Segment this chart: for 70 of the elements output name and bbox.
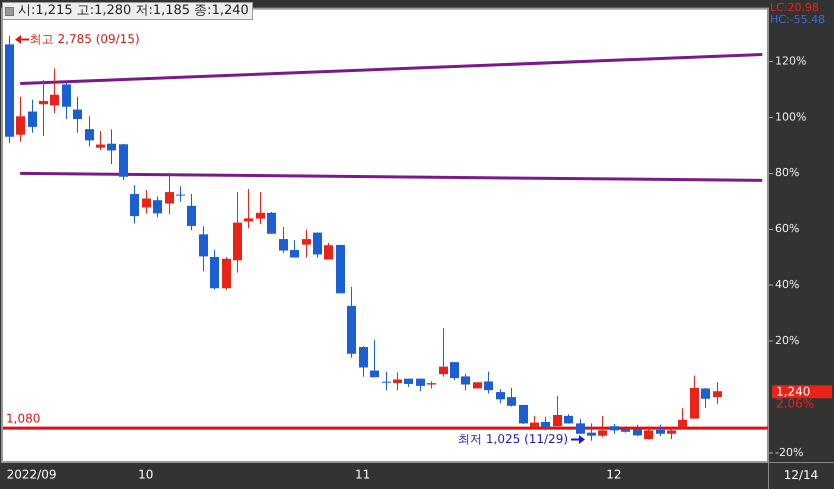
- y-tick-label: 80%: [775, 166, 800, 180]
- x-tick-label: 12: [606, 467, 622, 482]
- x-tick-label: 11: [355, 467, 370, 482]
- y-tick-label: 100%: [775, 110, 806, 124]
- y-tick-label: 120%: [775, 54, 806, 68]
- candlestick: [587, 422, 596, 442]
- candlestick: [244, 188, 253, 229]
- candlestick: [382, 371, 391, 391]
- x-tick-label: 2022/09: [6, 467, 56, 482]
- candlestick: [313, 232, 322, 258]
- candlestick: [50, 68, 59, 114]
- candlestick: [507, 387, 516, 408]
- candlestick: [461, 373, 470, 391]
- text: HC:-55.48: [770, 12, 826, 26]
- annotation: 최저 1,025 (11/29): [458, 432, 568, 446]
- candlestick: [644, 426, 653, 440]
- candlestick: [153, 196, 162, 218]
- text: LC:20.98: [770, 0, 820, 14]
- candlestick: [530, 415, 539, 428]
- candlestick: [16, 96, 25, 142]
- candlestick: [519, 404, 528, 424]
- candlestick: [541, 416, 550, 431]
- candlestick: [302, 229, 311, 258]
- candlestick: [450, 361, 459, 381]
- candlestick: [484, 371, 493, 394]
- candlestick: [73, 96, 82, 134]
- candlestick: [359, 346, 368, 378]
- annotation: 최고 2,785 (09/15): [30, 32, 140, 46]
- candlestick: [667, 429, 676, 440]
- candlestick: [656, 424, 665, 436]
- candlestick: [370, 339, 379, 378]
- candlestick: [256, 192, 265, 225]
- candlestick: [633, 424, 642, 437]
- candlestick: [267, 211, 276, 234]
- candlestick: [187, 194, 196, 231]
- candlestick: [62, 82, 71, 120]
- candlestick: [598, 415, 607, 438]
- candlestick: [439, 328, 448, 378]
- candlestick: [576, 418, 585, 434]
- text: 12/14: [784, 468, 818, 482]
- candlestick: [28, 99, 37, 134]
- candlestick: [393, 372, 402, 391]
- text: 1,240: [776, 384, 810, 398]
- text: 2.06%: [776, 396, 814, 410]
- candlestick: [610, 423, 619, 434]
- candlestick: [324, 242, 333, 260]
- candlestick: [96, 130, 105, 151]
- candlestick: [678, 408, 687, 430]
- candlestick: [165, 172, 174, 215]
- candlestick: [496, 388, 505, 404]
- candlestick: [142, 190, 151, 214]
- candlestick: [199, 226, 208, 272]
- candlestick: [39, 79, 48, 137]
- y-tick-label: 20%: [775, 334, 800, 348]
- y-tick-label: 60%: [775, 222, 800, 236]
- y-tick-label: -20%: [775, 446, 804, 459]
- chart-title: 시:1,215 고:1,280 저:1,185 종:1,240: [18, 3, 249, 19]
- candlestick: [713, 382, 722, 405]
- candlestick: [416, 378, 425, 392]
- candlestick: [279, 226, 288, 254]
- x-tick-label: 10: [138, 467, 154, 482]
- candlestick: [701, 387, 710, 408]
- candlestick: [130, 184, 139, 224]
- candlestick: [85, 116, 94, 147]
- annotation: 1,080: [6, 411, 40, 426]
- candlestick: [107, 128, 116, 165]
- candlestick: [553, 395, 562, 427]
- candlestick: [290, 240, 299, 258]
- y-tick-label: 40%: [775, 278, 800, 292]
- candlestick: [176, 186, 185, 202]
